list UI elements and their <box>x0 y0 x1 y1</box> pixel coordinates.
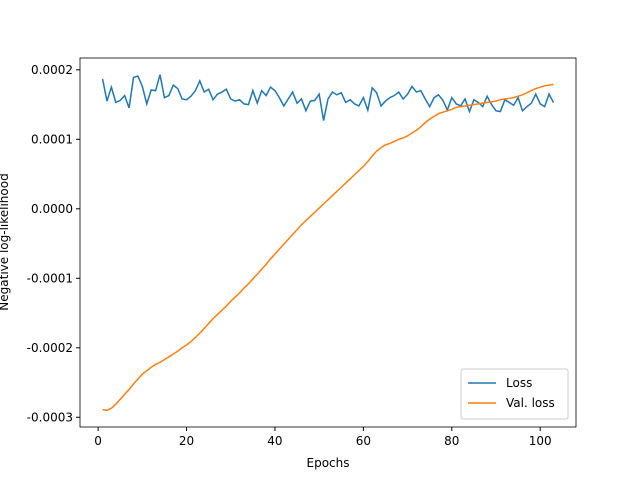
y-tick-label: 0.0002 <box>31 63 73 77</box>
y-tick-label: 0.0000 <box>31 202 73 216</box>
x-tick-label: 0 <box>94 434 102 448</box>
x-tick-label: 40 <box>267 434 282 448</box>
y-tick-label: -0.0003 <box>27 410 73 424</box>
legend-label: Val. loss <box>506 396 555 410</box>
y-tick-label: -0.0001 <box>27 271 73 285</box>
line-series <box>101 74 555 121</box>
x-tick-label: 80 <box>444 434 459 448</box>
y-tick-label: 0.0001 <box>31 132 73 146</box>
line-series <box>102 83 554 412</box>
x-axis-label: Epochs <box>307 456 350 470</box>
x-tick-label: 20 <box>179 434 194 448</box>
y-axis-label: Negative log-likelihood <box>0 173 11 310</box>
legend-box <box>460 368 569 420</box>
legend-label: Loss <box>506 376 532 390</box>
x-tick-label: 60 <box>356 434 371 448</box>
y-tick-label: -0.0002 <box>27 341 73 355</box>
plot-frame <box>79 57 577 428</box>
x-tick-label: 100 <box>529 434 552 448</box>
